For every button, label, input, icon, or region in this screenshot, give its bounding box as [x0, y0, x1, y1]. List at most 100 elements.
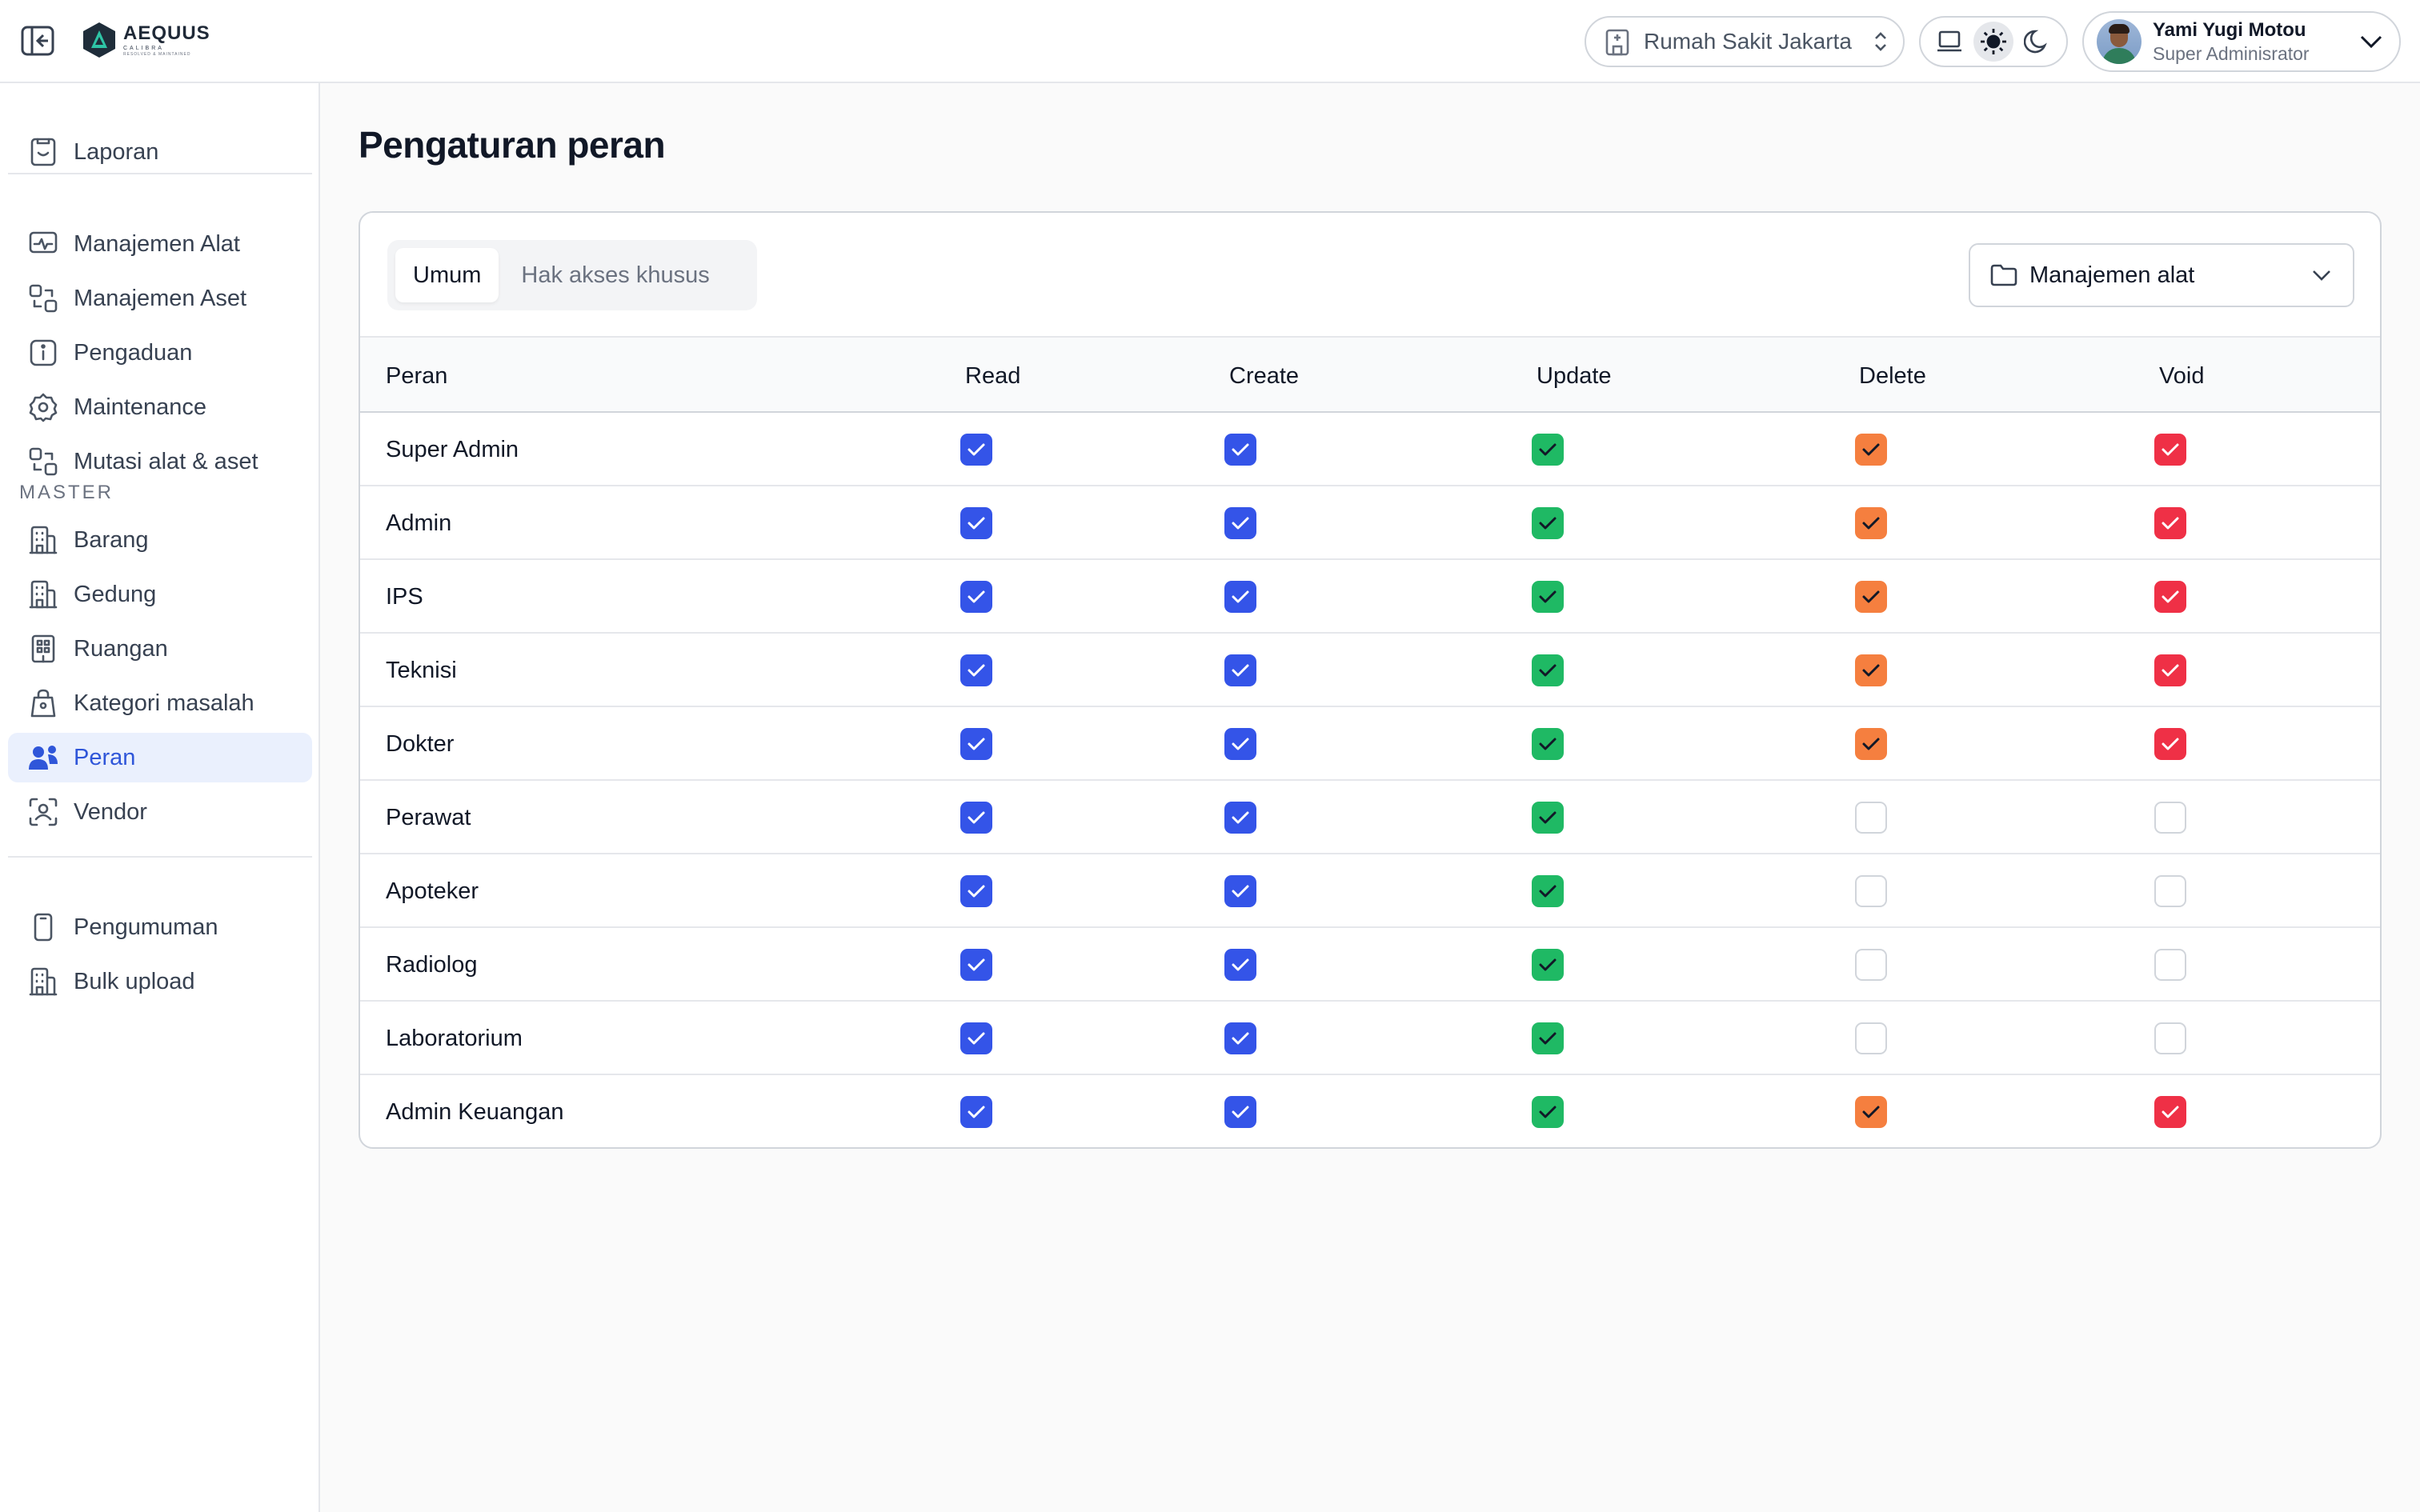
- table-body: Super Admin Admin IPS Teknisi Dokter Perawat A…: [360, 413, 2380, 1147]
- permission-checkbox-create[interactable]: [1224, 434, 1256, 466]
- theme-light-button[interactable]: [1973, 22, 2013, 62]
- logo-subtitle: CALIBRA: [123, 45, 164, 51]
- sidebar-item-vendor[interactable]: Vendor: [8, 787, 312, 837]
- permission-checkbox-update[interactable]: [1532, 949, 1564, 981]
- asset-transfer-icon: [27, 282, 59, 314]
- permission-checkbox-void[interactable]: [2154, 654, 2186, 686]
- check-icon: [1539, 1032, 1557, 1045]
- permission-checkbox-void[interactable]: [2154, 949, 2186, 981]
- permission-checkbox-read[interactable]: [960, 581, 992, 613]
- sidebar-item-manajemen-aset[interactable]: Manajemen Aset: [8, 274, 312, 323]
- permission-checkbox-update[interactable]: [1532, 1096, 1564, 1128]
- sidebar-item-maintenance[interactable]: Maintenance: [8, 382, 312, 432]
- sidebar-item-label: Ruangan: [74, 635, 168, 662]
- permission-checkbox-create[interactable]: [1224, 949, 1256, 981]
- permission-checkbox-delete[interactable]: [1855, 507, 1887, 539]
- permission-checkbox-update[interactable]: [1532, 1022, 1564, 1054]
- permission-checkbox-update[interactable]: [1532, 728, 1564, 760]
- check-icon: [1862, 664, 1880, 677]
- permission-checkbox-void[interactable]: [2154, 581, 2186, 613]
- permission-checkbox-read[interactable]: [960, 654, 992, 686]
- permission-checkbox-read[interactable]: [960, 949, 992, 981]
- permission-checkbox-delete[interactable]: [1855, 875, 1887, 907]
- sidebar-item-ruangan[interactable]: Ruangan: [8, 624, 312, 674]
- permission-checkbox-void[interactable]: [2154, 1022, 2186, 1054]
- permission-checkbox-create[interactable]: [1224, 581, 1256, 613]
- permission-checkbox-read[interactable]: [960, 507, 992, 539]
- permission-checkbox-void[interactable]: [2154, 507, 2186, 539]
- permission-checkbox-void[interactable]: [2154, 1096, 2186, 1128]
- room-icon: [27, 633, 59, 665]
- bag-icon: [27, 687, 59, 719]
- theme-system-button[interactable]: [1929, 22, 1969, 62]
- brand-logo[interactable]: AEQUUS CALIBRA RESOLVED & MAINTAINED: [82, 19, 210, 61]
- permission-checkbox-void[interactable]: [2154, 875, 2186, 907]
- sidebar-item-label: Pengaduan: [74, 339, 193, 366]
- sidebar-item-mutasi-alat-aset[interactable]: Mutasi alat & aset: [8, 437, 312, 486]
- role-name: Dokter: [386, 731, 455, 757]
- permission-checkbox-update[interactable]: [1532, 875, 1564, 907]
- sidebar-toggle-button[interactable]: [19, 24, 56, 58]
- check-icon: [968, 811, 985, 824]
- permission-checkbox-create[interactable]: [1224, 728, 1256, 760]
- permission-checkbox-create[interactable]: [1224, 802, 1256, 834]
- permission-checkbox-delete[interactable]: [1855, 1022, 1887, 1054]
- permission-checkbox-create[interactable]: [1224, 1022, 1256, 1054]
- sidebar-item-pengaduan[interactable]: Pengaduan: [8, 328, 312, 378]
- sidebar-item-bulk-upload[interactable]: Bulk upload: [8, 957, 312, 1006]
- permission-checkbox-read[interactable]: [960, 802, 992, 834]
- permission-checkbox-create[interactable]: [1224, 875, 1256, 907]
- check-icon: [968, 443, 985, 456]
- check-icon: [1539, 738, 1557, 750]
- sidebar-item-laporan[interactable]: Laporan: [8, 127, 312, 177]
- permission-checkbox-create[interactable]: [1224, 654, 1256, 686]
- sidebar-item-kategori-masalah[interactable]: Kategori masalah: [8, 678, 312, 728]
- check-icon: [2162, 443, 2179, 456]
- chevron-down-icon: [2313, 270, 2330, 281]
- permission-checkbox-update[interactable]: [1532, 802, 1564, 834]
- permission-checkbox-delete[interactable]: [1855, 654, 1887, 686]
- permission-checkbox-read[interactable]: [960, 434, 992, 466]
- permission-checkbox-read[interactable]: [960, 1022, 992, 1054]
- sidebar-item-label: Pengumuman: [74, 914, 218, 940]
- hospital-select[interactable]: Rumah Sakit Jakarta: [1585, 16, 1905, 67]
- sidebar-item-barang[interactable]: Barang: [8, 515, 312, 565]
- permission-checkbox-create[interactable]: [1224, 1096, 1256, 1128]
- permission-checkbox-void[interactable]: [2154, 434, 2186, 466]
- sidebar-collapse-icon: [21, 26, 54, 56]
- permission-checkbox-create[interactable]: [1224, 507, 1256, 539]
- tab-umum[interactable]: Umum: [395, 248, 499, 302]
- theme-dark-button[interactable]: [2017, 22, 2057, 62]
- permission-checkbox-void[interactable]: [2154, 728, 2186, 760]
- permission-checkbox-delete[interactable]: [1855, 802, 1887, 834]
- sidebar-item-gedung[interactable]: Gedung: [8, 570, 312, 619]
- module-select[interactable]: Manajemen alat: [1969, 243, 2354, 307]
- info-icon: [27, 337, 59, 369]
- permission-checkbox-delete[interactable]: [1855, 949, 1887, 981]
- check-icon: [968, 1032, 985, 1045]
- check-icon: [1232, 664, 1249, 677]
- permission-checkbox-delete[interactable]: [1855, 581, 1887, 613]
- permission-checkbox-void[interactable]: [2154, 802, 2186, 834]
- sidebar-item-manajemen-alat[interactable]: Manajemen Alat: [8, 219, 312, 269]
- permission-checkbox-update[interactable]: [1532, 434, 1564, 466]
- sidebar-divider: [8, 856, 312, 858]
- user-menu-button[interactable]: Yami Yugi Motou Super Adminisrator: [2082, 11, 2401, 72]
- sidebar-item-pengumuman[interactable]: Pengumuman: [8, 902, 312, 952]
- permission-checkbox-update[interactable]: [1532, 654, 1564, 686]
- permission-checkbox-read[interactable]: [960, 728, 992, 760]
- table-row: Perawat: [360, 781, 2380, 854]
- permission-checkbox-update[interactable]: [1532, 507, 1564, 539]
- logo-tagline: RESOLVED & MAINTAINED: [123, 51, 191, 57]
- permission-checkbox-update[interactable]: [1532, 581, 1564, 613]
- permission-checkbox-read[interactable]: [960, 875, 992, 907]
- check-icon: [2162, 590, 2179, 603]
- permission-checkbox-delete[interactable]: [1855, 434, 1887, 466]
- sidebar-item-peran[interactable]: Peran: [8, 733, 312, 782]
- settings-gear-icon: [27, 391, 59, 423]
- tab-hak-akses-khusus[interactable]: Hak akses khusus: [521, 262, 710, 288]
- permission-checkbox-delete[interactable]: [1855, 1096, 1887, 1128]
- building-icon: [27, 524, 59, 556]
- permission-checkbox-read[interactable]: [960, 1096, 992, 1128]
- permission-checkbox-delete[interactable]: [1855, 728, 1887, 760]
